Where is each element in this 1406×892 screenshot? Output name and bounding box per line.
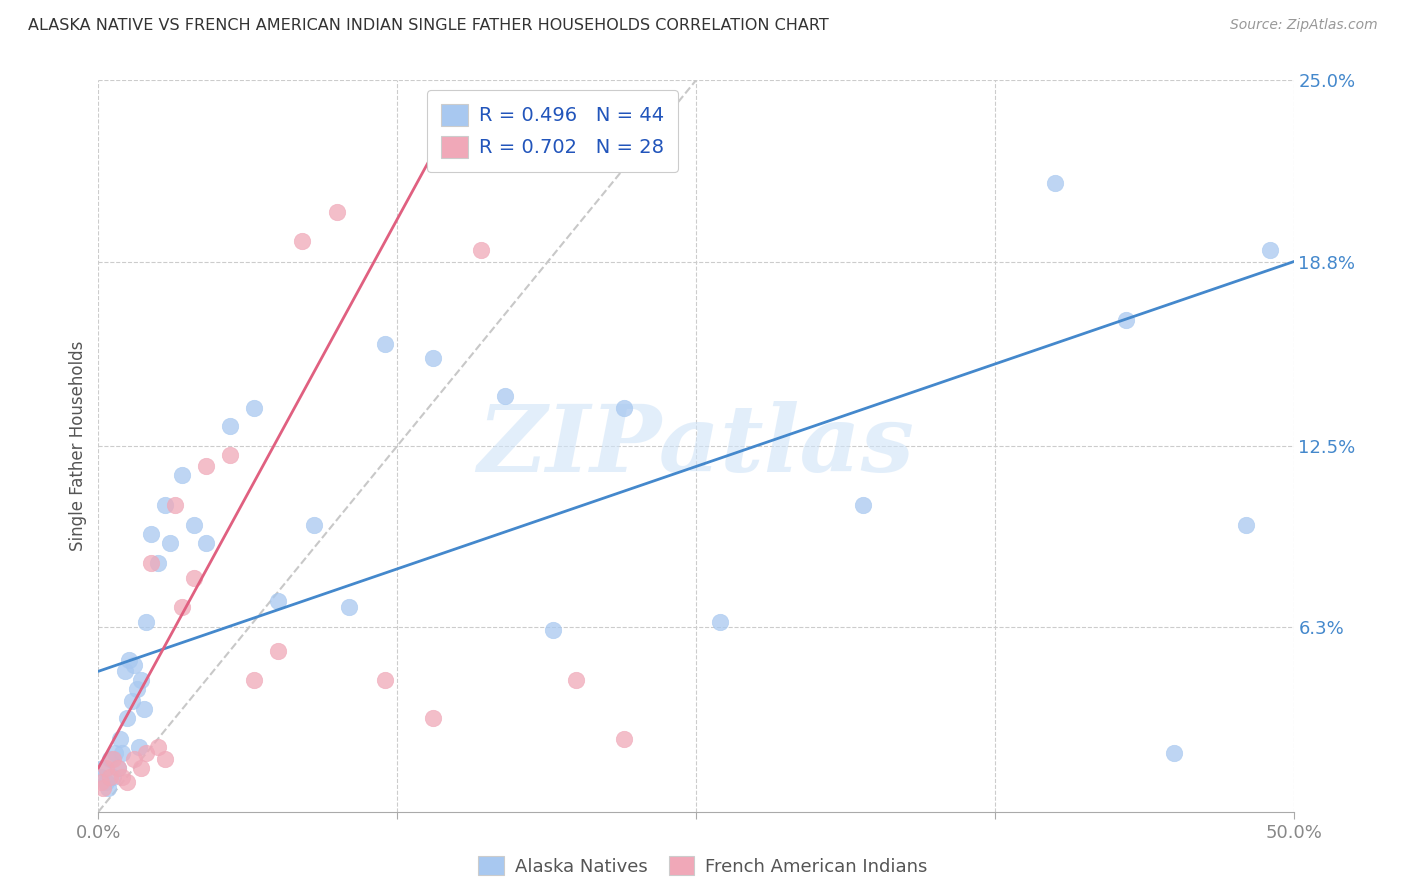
Point bbox=[326, 205, 349, 219]
Point bbox=[302, 518, 325, 533]
Point bbox=[163, 498, 186, 512]
Point bbox=[159, 535, 181, 549]
Point bbox=[118, 652, 141, 666]
Point bbox=[94, 775, 117, 789]
Point bbox=[115, 775, 138, 789]
Legend: Alaska Natives, French American Indians: Alaska Natives, French American Indians bbox=[471, 849, 935, 883]
Legend: R = 0.496   N = 44, R = 0.702   N = 28: R = 0.496 N = 44, R = 0.702 N = 28 bbox=[427, 90, 678, 172]
Point bbox=[183, 571, 205, 585]
Point bbox=[91, 781, 114, 796]
Point bbox=[98, 770, 122, 784]
Point bbox=[852, 498, 875, 512]
Point bbox=[219, 418, 242, 433]
Point bbox=[242, 673, 264, 687]
Point bbox=[114, 665, 136, 679]
Point bbox=[337, 599, 360, 614]
Point bbox=[172, 468, 194, 483]
Point bbox=[107, 761, 129, 775]
Point bbox=[422, 351, 444, 366]
Point bbox=[101, 770, 124, 784]
Point bbox=[115, 711, 138, 725]
Point bbox=[613, 731, 636, 746]
Point bbox=[470, 243, 492, 257]
Point bbox=[125, 681, 148, 696]
Point bbox=[139, 526, 162, 541]
Point bbox=[155, 752, 177, 766]
Point bbox=[709, 615, 731, 629]
Point bbox=[135, 746, 157, 760]
Point bbox=[172, 599, 194, 614]
Text: Source: ZipAtlas.com: Source: ZipAtlas.com bbox=[1230, 18, 1378, 32]
Point bbox=[111, 746, 134, 760]
Point bbox=[422, 711, 444, 725]
Text: ALASKA NATIVE VS FRENCH AMERICAN INDIAN SINGLE FATHER HOUSEHOLDS CORRELATION CHA: ALASKA NATIVE VS FRENCH AMERICAN INDIAN … bbox=[28, 18, 830, 33]
Point bbox=[1115, 313, 1137, 327]
Point bbox=[128, 740, 150, 755]
Point bbox=[183, 518, 205, 533]
Point bbox=[111, 770, 134, 784]
Point bbox=[1258, 243, 1281, 257]
Point bbox=[135, 615, 157, 629]
Point bbox=[104, 746, 127, 760]
Point bbox=[107, 761, 129, 775]
Point bbox=[121, 693, 143, 707]
Point bbox=[148, 740, 170, 755]
Text: ZIPatlas: ZIPatlas bbox=[478, 401, 914, 491]
Point bbox=[267, 594, 290, 608]
Point bbox=[613, 401, 636, 415]
Y-axis label: Single Father Households: Single Father Households bbox=[69, 341, 87, 551]
Point bbox=[124, 658, 146, 673]
Point bbox=[541, 624, 564, 638]
Point bbox=[194, 535, 217, 549]
Point bbox=[155, 498, 177, 512]
Point bbox=[374, 673, 396, 687]
Point bbox=[94, 761, 117, 775]
Point bbox=[290, 234, 312, 248]
Point bbox=[242, 401, 264, 415]
Point bbox=[124, 752, 146, 766]
Point bbox=[90, 775, 112, 789]
Point bbox=[219, 448, 242, 462]
Point bbox=[565, 673, 588, 687]
Point bbox=[374, 336, 396, 351]
Point bbox=[148, 556, 170, 570]
Point bbox=[494, 389, 516, 403]
Point bbox=[98, 752, 122, 766]
Point bbox=[91, 761, 114, 775]
Point bbox=[1234, 518, 1257, 533]
Point bbox=[108, 731, 131, 746]
Point bbox=[139, 556, 162, 570]
Point bbox=[101, 752, 124, 766]
Point bbox=[131, 761, 153, 775]
Point bbox=[90, 770, 112, 784]
Point bbox=[131, 673, 153, 687]
Point bbox=[97, 781, 120, 796]
Point bbox=[132, 702, 155, 716]
Point bbox=[1163, 746, 1185, 760]
Point bbox=[194, 459, 217, 474]
Point bbox=[1043, 176, 1066, 190]
Point bbox=[267, 644, 290, 658]
